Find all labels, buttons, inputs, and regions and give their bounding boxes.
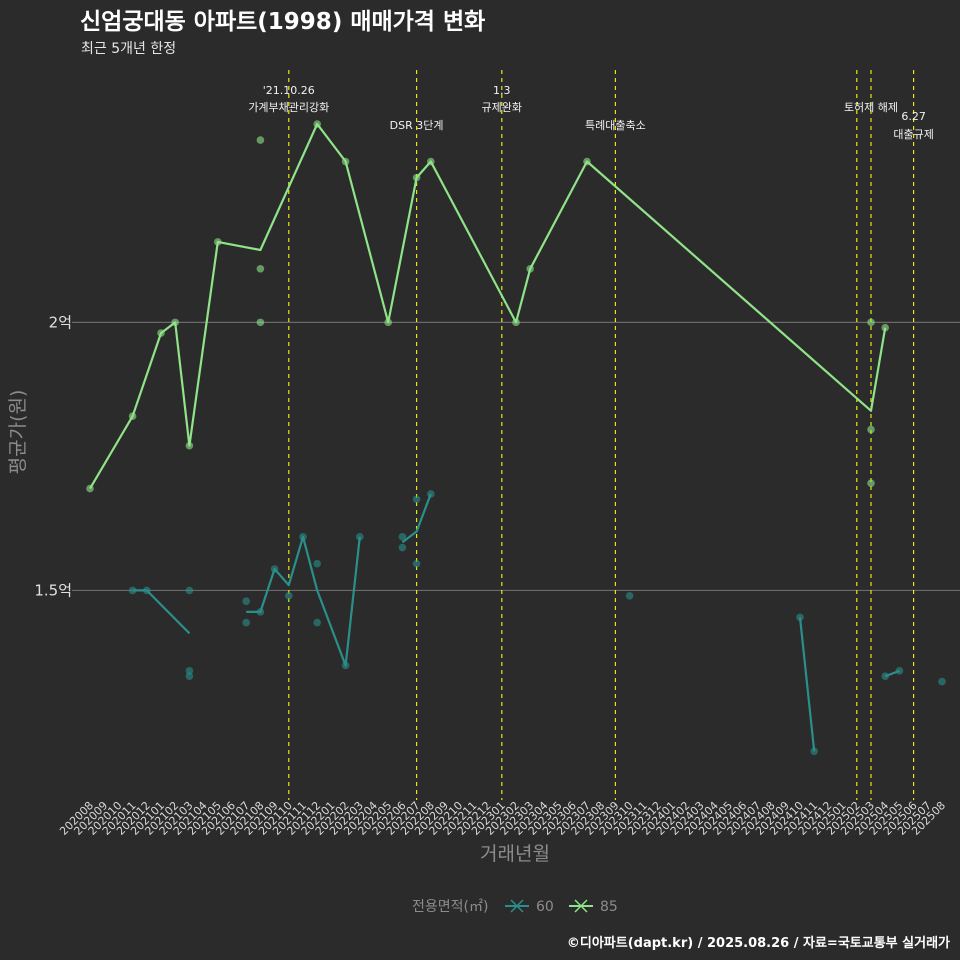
event-label: 대출규제: [893, 128, 933, 141]
event-label: DSR 3단계: [390, 119, 444, 132]
data-point: [143, 586, 151, 595]
series-line: [798, 617, 816, 752]
data-point: [256, 264, 265, 273]
data-point: [583, 157, 591, 166]
data-point: [313, 618, 322, 627]
data-point: [242, 618, 250, 627]
data-point: [185, 672, 194, 681]
event-label-date: 1.3: [493, 84, 511, 97]
data-point: [256, 608, 265, 616]
y-axis-label: 평균가(원): [7, 390, 29, 475]
legend-label-85: 85: [600, 899, 618, 915]
legend: 전용면적(㎡) 60 85: [412, 899, 618, 915]
x-axis-ticks: 2020082020092020102020112020122021012021…: [57, 799, 948, 838]
event-label: 가계부채관리강화: [248, 101, 329, 114]
data-point: [810, 747, 818, 756]
series-line: [246, 535, 361, 667]
data-point: [526, 264, 534, 273]
data-point: [867, 479, 875, 488]
legend-label-60: 60: [536, 899, 554, 915]
data-point: [938, 677, 946, 686]
data-point: [356, 533, 364, 541]
data-point: [895, 667, 904, 675]
data-point: [256, 318, 265, 327]
series-85: [86, 120, 889, 493]
caption: ©디아파트(dapt.kr) / 2025.08.26 / 자료=국토교통부 실…: [567, 935, 950, 951]
grid: 1.5억 2억: [34, 313, 960, 599]
data-point: [128, 586, 137, 595]
data-point: [185, 586, 194, 595]
data-point: [86, 484, 94, 493]
series-line: [132, 589, 191, 635]
data-point: [128, 412, 137, 420]
data-point: [242, 597, 250, 605]
data-point: [881, 323, 889, 332]
x-axis-label: 거래년월: [480, 843, 550, 865]
data-point: [412, 495, 421, 504]
data-point: [412, 173, 421, 182]
data-point: [398, 533, 407, 541]
y-tick-label: 2억: [49, 313, 72, 331]
data-point: [427, 490, 435, 498]
series-layer: [86, 120, 946, 756]
data-point: [157, 329, 165, 337]
data-point: [185, 441, 194, 450]
data-point: [171, 318, 179, 327]
data-point: [881, 672, 889, 681]
data-point: [398, 543, 407, 552]
legend-key-85: [569, 899, 593, 913]
data-point: [185, 667, 194, 675]
data-point: [867, 425, 875, 434]
legend-key-cross: [574, 899, 588, 913]
data-point: [512, 318, 520, 327]
legend-key-cross: [510, 899, 524, 913]
data-point: [412, 559, 421, 568]
data-point: [256, 136, 265, 144]
legend-title: 전용면적(㎡): [412, 899, 488, 915]
data-point: [427, 157, 435, 166]
data-point: [625, 591, 634, 600]
data-point: [214, 238, 222, 246]
chart-subtitle: 최근 5개년 한정: [81, 41, 176, 57]
data-point: [384, 318, 393, 327]
data-point: [285, 591, 293, 600]
series-line: [89, 122, 887, 490]
event-label: 토허제 해제: [844, 100, 898, 114]
event-label-date: 6.27: [901, 110, 926, 123]
data-point: [270, 565, 279, 573]
data-point: [313, 120, 322, 128]
data-point: [299, 533, 307, 541]
series-line: [401, 493, 432, 544]
legend-key-60: [505, 899, 529, 913]
data-point: [796, 613, 804, 622]
data-point: [341, 661, 350, 670]
data-point: [313, 559, 322, 568]
event-label: 규제완화: [482, 101, 522, 114]
chart-title: 신엄궁대동 아파트(1998) 매매가격 변화: [80, 9, 485, 35]
series-60: [128, 490, 946, 756]
event-label-date: '21.10.26: [263, 84, 315, 97]
data-point: [867, 318, 875, 327]
event-label: 특례대출축소: [585, 119, 646, 132]
data-point: [341, 157, 350, 166]
y-tick-label: 1.5억: [34, 581, 72, 599]
